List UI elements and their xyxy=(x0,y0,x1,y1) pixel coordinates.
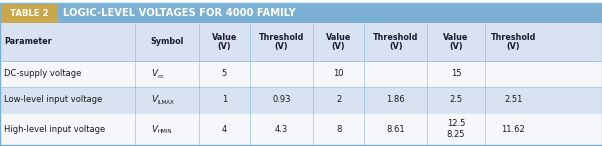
Text: (V): (V) xyxy=(389,42,403,52)
Text: Low-level input voltage: Low-level input voltage xyxy=(4,95,102,105)
Text: 1.86: 1.86 xyxy=(386,95,405,105)
Text: DC-supply voltage: DC-supply voltage xyxy=(4,69,81,79)
Text: Parameter: Parameter xyxy=(4,38,52,46)
Text: 0.93: 0.93 xyxy=(272,95,291,105)
Text: Value: Value xyxy=(211,33,237,42)
Text: 15: 15 xyxy=(451,69,461,79)
Text: (V): (V) xyxy=(506,42,520,52)
Text: HMIN: HMIN xyxy=(157,129,172,134)
Text: ILMAX: ILMAX xyxy=(157,100,174,105)
Text: (V): (V) xyxy=(332,42,346,52)
Text: 4: 4 xyxy=(222,125,227,133)
Text: (V): (V) xyxy=(217,42,231,52)
Text: Threshold: Threshold xyxy=(491,33,536,42)
Text: 12.5
8.25: 12.5 8.25 xyxy=(447,119,465,139)
Text: Threshold: Threshold xyxy=(373,33,418,42)
Text: Threshold: Threshold xyxy=(259,33,304,42)
Text: 8.61: 8.61 xyxy=(386,125,405,133)
Text: 8: 8 xyxy=(336,125,341,133)
Text: 2.51: 2.51 xyxy=(504,95,523,105)
Bar xyxy=(0,3,58,23)
Text: 2.5: 2.5 xyxy=(450,95,462,105)
Text: 5: 5 xyxy=(222,69,227,79)
Text: 1: 1 xyxy=(222,95,227,105)
Text: Symbol: Symbol xyxy=(150,38,184,46)
Text: (V): (V) xyxy=(275,42,288,52)
Text: Value: Value xyxy=(443,33,469,42)
Text: 10: 10 xyxy=(334,69,344,79)
Bar xyxy=(0,3,602,23)
Text: 4.3: 4.3 xyxy=(275,125,288,133)
Text: High-level input voltage: High-level input voltage xyxy=(4,125,105,133)
Text: 2: 2 xyxy=(336,95,341,105)
Bar xyxy=(0,113,602,145)
Text: V: V xyxy=(151,125,157,133)
Bar xyxy=(0,87,602,113)
Text: Value: Value xyxy=(326,33,352,42)
Text: cc: cc xyxy=(157,74,164,79)
Bar xyxy=(0,23,602,61)
Bar xyxy=(0,61,602,87)
Text: LOGIC-LEVEL VOLTAGES FOR 4000 FAMILY: LOGIC-LEVEL VOLTAGES FOR 4000 FAMILY xyxy=(63,8,296,18)
Text: TABLE 2: TABLE 2 xyxy=(10,8,48,18)
Text: V: V xyxy=(151,69,157,79)
Text: 11.62: 11.62 xyxy=(501,125,525,133)
Text: (V): (V) xyxy=(449,42,463,52)
Text: V: V xyxy=(151,95,157,105)
